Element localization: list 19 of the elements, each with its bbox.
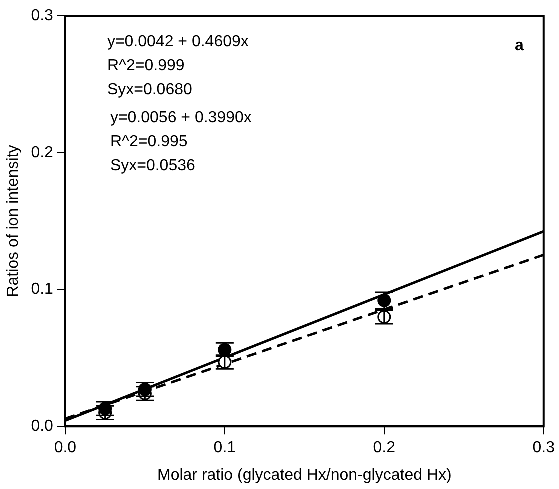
annotation: Syx=0.0680 (107, 81, 192, 98)
point (374, 310, 394, 325)
x-axis-title: Molar ratio (glycated Hx/non-glycated Hx) (157, 466, 452, 484)
y-axis-title: Ratios of ion intensity (5, 145, 22, 298)
y-tick-label: 0.1 (31, 281, 54, 298)
x-tick-label: 0.1 (214, 440, 236, 457)
annotation: a (514, 37, 524, 54)
y-tick-label: 0.0 (31, 418, 54, 436)
y-tick-label: 0.2 (31, 144, 54, 162)
x-tick-label: 0.3 (532, 440, 556, 457)
annotation: R^2=0.995 (110, 133, 188, 150)
annotation: R^2=0.999 (107, 57, 185, 74)
annotation: Syx=0.0536 (110, 157, 196, 174)
x-tick-label: 0.2 (373, 440, 396, 457)
annotation: y=0.0042 + 0.4609x (107, 33, 249, 50)
annotation: y=0.0056 + 0.3990x (110, 109, 252, 126)
point (215, 354, 235, 370)
y-tick-label: 0.3 (31, 7, 54, 24)
x-tick-label: 0.0 (54, 440, 77, 457)
